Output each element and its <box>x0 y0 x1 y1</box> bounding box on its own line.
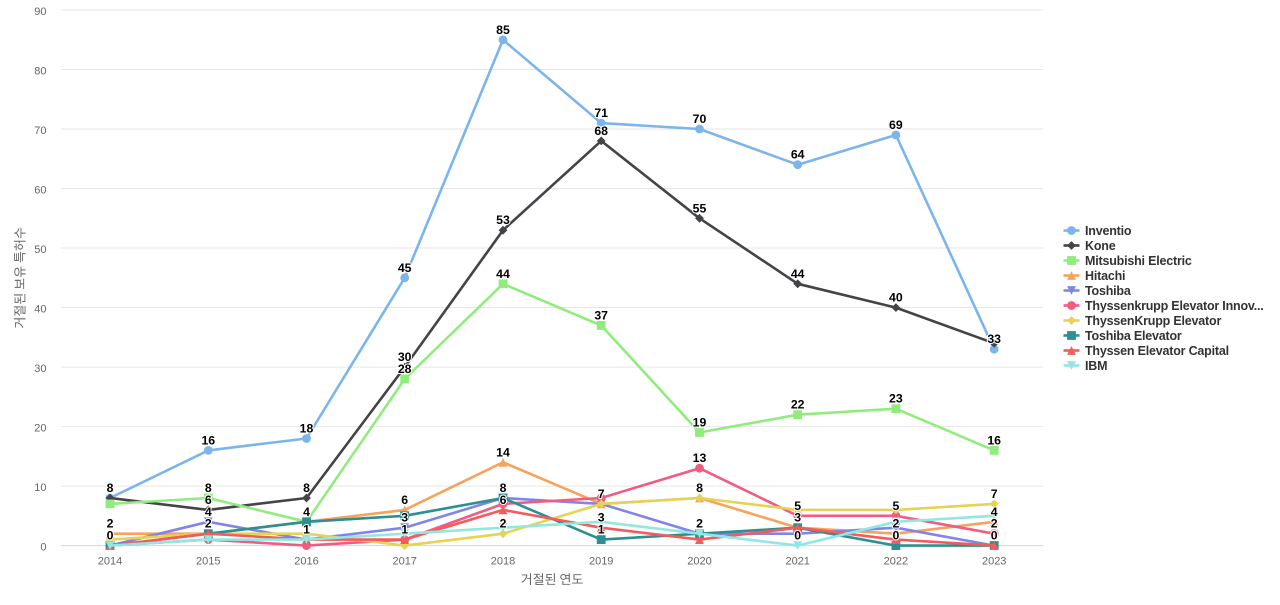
svg-text:3: 3 <box>794 511 801 525</box>
svg-text:2: 2 <box>991 517 998 531</box>
svg-text:6: 6 <box>500 493 507 507</box>
svg-text:2: 2 <box>892 517 899 531</box>
svg-text:ThyssenKrupp Elevator: ThyssenKrupp Elevator <box>1085 314 1221 328</box>
svg-text:71: 71 <box>594 106 608 120</box>
svg-text:8: 8 <box>303 481 310 495</box>
svg-text:4: 4 <box>303 505 310 519</box>
svg-text:Toshiba: Toshiba <box>1085 284 1132 298</box>
svg-text:0: 0 <box>794 529 801 543</box>
svg-text:4: 4 <box>205 505 212 519</box>
svg-text:7: 7 <box>991 487 998 501</box>
svg-text:Kone: Kone <box>1085 239 1116 253</box>
svg-text:2015: 2015 <box>196 556 220 568</box>
svg-text:Hitachi: Hitachi <box>1085 269 1125 283</box>
svg-text:70: 70 <box>693 112 707 126</box>
svg-text:8: 8 <box>696 481 703 495</box>
svg-text:2016: 2016 <box>294 556 318 568</box>
svg-text:85: 85 <box>496 23 510 37</box>
svg-text:16: 16 <box>201 433 215 447</box>
svg-text:1: 1 <box>303 523 310 537</box>
svg-text:14: 14 <box>496 445 510 459</box>
svg-text:64: 64 <box>791 148 805 162</box>
svg-text:2020: 2020 <box>687 556 711 568</box>
svg-text:Thyssenkrupp Elevator Innov...: Thyssenkrupp Elevator Innov... <box>1085 299 1264 313</box>
svg-text:69: 69 <box>889 118 903 132</box>
svg-text:53: 53 <box>496 213 510 227</box>
svg-text:IBM: IBM <box>1085 359 1107 373</box>
svg-text:2022: 2022 <box>884 556 908 568</box>
svg-text:2021: 2021 <box>785 556 809 568</box>
svg-text:33: 33 <box>987 332 1001 346</box>
svg-text:45: 45 <box>398 261 412 275</box>
svg-text:8: 8 <box>107 481 114 495</box>
svg-text:20: 20 <box>34 423 46 435</box>
svg-text:5: 5 <box>892 499 899 513</box>
svg-text:1: 1 <box>598 523 605 537</box>
svg-text:23: 23 <box>889 392 903 406</box>
svg-text:40: 40 <box>889 291 903 305</box>
svg-text:18: 18 <box>300 422 314 436</box>
svg-text:50: 50 <box>34 244 46 256</box>
svg-text:13: 13 <box>693 451 707 465</box>
svg-text:68: 68 <box>594 124 608 138</box>
svg-text:4: 4 <box>991 505 998 519</box>
svg-text:3: 3 <box>401 511 408 525</box>
svg-text:5: 5 <box>794 499 801 513</box>
svg-text:44: 44 <box>496 267 510 281</box>
svg-text:80: 80 <box>34 66 46 78</box>
svg-text:1: 1 <box>401 523 408 537</box>
svg-text:2018: 2018 <box>491 556 515 568</box>
svg-text:60: 60 <box>34 185 46 197</box>
svg-text:55: 55 <box>693 201 707 215</box>
svg-text:2: 2 <box>107 517 114 531</box>
svg-text:70: 70 <box>34 125 46 137</box>
svg-text:0: 0 <box>991 529 998 543</box>
svg-text:90: 90 <box>34 6 46 18</box>
svg-text:22: 22 <box>791 398 805 412</box>
svg-text:30: 30 <box>398 350 412 364</box>
svg-text:6: 6 <box>401 493 408 507</box>
svg-text:2: 2 <box>205 517 212 531</box>
svg-text:2019: 2019 <box>589 556 613 568</box>
svg-text:30: 30 <box>34 363 46 375</box>
svg-text:16: 16 <box>987 433 1001 447</box>
svg-text:0: 0 <box>892 529 899 543</box>
svg-text:Toshiba Elevator: Toshiba Elevator <box>1085 329 1182 343</box>
svg-text:8: 8 <box>500 481 507 495</box>
svg-text:Thyssen Elevator Capital: Thyssen Elevator Capital <box>1085 344 1229 358</box>
svg-text:10: 10 <box>34 482 46 494</box>
svg-text:7: 7 <box>598 487 605 501</box>
svg-text:44: 44 <box>791 267 805 281</box>
svg-text:19: 19 <box>693 416 707 430</box>
svg-text:40: 40 <box>34 304 46 316</box>
svg-text:0: 0 <box>40 542 46 554</box>
svg-text:0: 0 <box>107 529 114 543</box>
svg-text:Mitsubishi Electric: Mitsubishi Electric <box>1085 254 1192 268</box>
svg-text:2: 2 <box>500 517 507 531</box>
svg-text:3: 3 <box>598 511 605 525</box>
svg-text:2023: 2023 <box>982 556 1006 568</box>
svg-text:6: 6 <box>205 493 212 507</box>
svg-text:2: 2 <box>696 517 703 531</box>
svg-text:2017: 2017 <box>392 556 416 568</box>
svg-text:Inventio: Inventio <box>1085 224 1132 238</box>
svg-text:2014: 2014 <box>98 556 122 568</box>
svg-text:28: 28 <box>398 362 412 376</box>
svg-text:8: 8 <box>205 481 212 495</box>
svg-text:37: 37 <box>594 308 608 322</box>
